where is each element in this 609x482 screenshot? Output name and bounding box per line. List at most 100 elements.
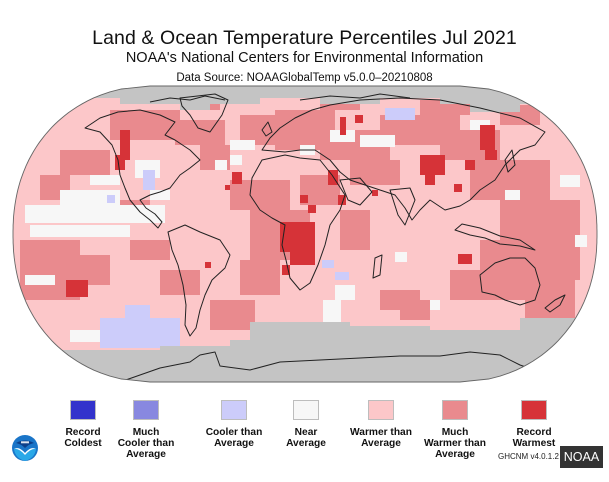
legend-label-line: Record: [65, 427, 101, 438]
cell-record-warmest: [115, 155, 125, 170]
cell-near-average: [90, 175, 120, 185]
cell-near-average: [230, 155, 242, 165]
legend-label: Near Average: [261, 427, 351, 449]
cell-near-average: [505, 190, 520, 200]
india-coast: [389, 187, 416, 226]
eurasia-coast: [261, 97, 546, 221]
cell-record-warmest: [282, 265, 290, 275]
cell-cooler: [125, 305, 150, 320]
africa-coast: [249, 154, 346, 291]
legend-label-line: Near: [294, 427, 318, 438]
data-source: Data Source: NOAAGlobalTemp v5.0.0–20210…: [176, 72, 433, 84]
map-subtitle: NOAA's National Centers for Environmenta…: [125, 50, 484, 66]
cell-much-warmer: [230, 180, 290, 210]
percentile-cells: [13, 86, 597, 382]
indonesia-coast: [454, 223, 536, 251]
cell-much-warmer: [210, 300, 255, 330]
cell-near-average: [215, 160, 227, 170]
legend-label-line: Much: [441, 427, 469, 438]
coastlines: [84, 93, 566, 382]
cell-record-warmest: [454, 184, 462, 192]
legend-label-line: Average: [286, 438, 326, 449]
noaa-badge: NOAA: [560, 446, 603, 468]
cell-record-warmest: [225, 185, 230, 190]
legend-label-line: Warmer than: [350, 427, 412, 438]
cell-record-warmest: [300, 195, 308, 203]
cell-much-warmer: [130, 240, 170, 260]
cell-near-average: [25, 275, 55, 285]
world-temperature-map: [12, 85, 598, 383]
cell-much-warmer: [350, 160, 400, 185]
legend-label-line: Coldest: [64, 438, 102, 449]
map-outline: [12, 85, 598, 383]
cell-cooler: [107, 195, 115, 203]
south-america-coast: [167, 224, 231, 337]
legend-label-line: Average: [126, 449, 166, 460]
cell-much-warmer: [525, 280, 575, 320]
legend-swatch: [368, 400, 394, 420]
cell-record-warmest: [232, 172, 242, 184]
cell-cooler: [143, 170, 155, 190]
cell-record-warmest: [372, 190, 378, 196]
legend-label-line: Average: [361, 438, 401, 449]
legend-label: Cooler than Average: [189, 427, 279, 449]
cell-record-warmest: [338, 195, 346, 205]
new-zealand-coast: [544, 294, 566, 313]
cell-much-warmer: [450, 270, 530, 300]
cell-record-warmest: [328, 170, 338, 185]
arabia-coast: [339, 177, 373, 206]
noaa-logo-icon: [11, 434, 39, 462]
cell-record-warmest: [480, 125, 495, 150]
arctic-no-data: [13, 86, 597, 112]
legend-swatch: [221, 400, 247, 420]
legend-swatch: [442, 400, 468, 420]
legend-item-much-warmer: Much Warmer than Average: [410, 400, 500, 460]
cell-much-warmer: [340, 210, 370, 250]
madagascar-coast: [372, 254, 383, 279]
cell-near-average: [560, 175, 580, 187]
cell-near-average: [230, 140, 255, 150]
legend-label-line: Much: [132, 427, 160, 438]
cell-near-average: [360, 135, 395, 147]
legend-item-cooler: Cooler than Average: [189, 400, 279, 449]
cell-much-warmer: [175, 120, 225, 145]
cell-cooler: [555, 112, 565, 120]
legend-item-much-cooler: Much Cooler than Average: [101, 400, 191, 460]
greenland-coast: [179, 93, 229, 133]
uk-coast: [261, 121, 273, 137]
cell-record-warmest: [485, 150, 497, 160]
antarctica-coast: [119, 351, 541, 382]
legend-swatch: [293, 400, 319, 420]
cell-near-average: [335, 285, 355, 300]
legend-label-line: Record: [516, 427, 552, 438]
legend-label-line: Average: [214, 438, 254, 449]
legend-label: Much Cooler than Average: [101, 427, 191, 460]
cell-much-warmer: [240, 260, 280, 295]
cell-record-warmest: [308, 205, 316, 213]
cell-record-warmest: [120, 130, 130, 160]
cell-record-warmest: [66, 280, 88, 297]
legend-label: Record Coldest: [38, 427, 128, 449]
cell-cooler: [100, 318, 180, 348]
cell-near-average: [25, 205, 165, 223]
legend-label-line: Warmer than: [424, 438, 486, 449]
cell-record-warmest: [420, 155, 445, 175]
legend-item-near-average: Near Average: [261, 400, 351, 449]
cell-much-warmer: [60, 150, 110, 175]
arctic-islands-coast: [149, 93, 411, 103]
cell-much-warmer: [400, 300, 430, 320]
cell-near-average: [30, 225, 130, 237]
cell-near-average: [60, 190, 120, 205]
australia-coast: [479, 257, 541, 306]
legend-item-record-coldest: Record Coldest: [38, 400, 128, 449]
legend-item-warmer: Warmer than Average: [336, 400, 426, 449]
cell-near-average: [395, 252, 407, 262]
cell-much-warmer: [540, 230, 580, 260]
cell-near-average: [330, 130, 355, 142]
map-title: Land & Ocean Temperature Percentiles Jul…: [92, 27, 517, 49]
legend-swatch: [133, 400, 159, 420]
cell-record-warmest: [280, 222, 315, 252]
legend-swatch: [521, 400, 547, 420]
cell-cooler: [385, 108, 415, 120]
cell-cooler: [335, 272, 349, 280]
